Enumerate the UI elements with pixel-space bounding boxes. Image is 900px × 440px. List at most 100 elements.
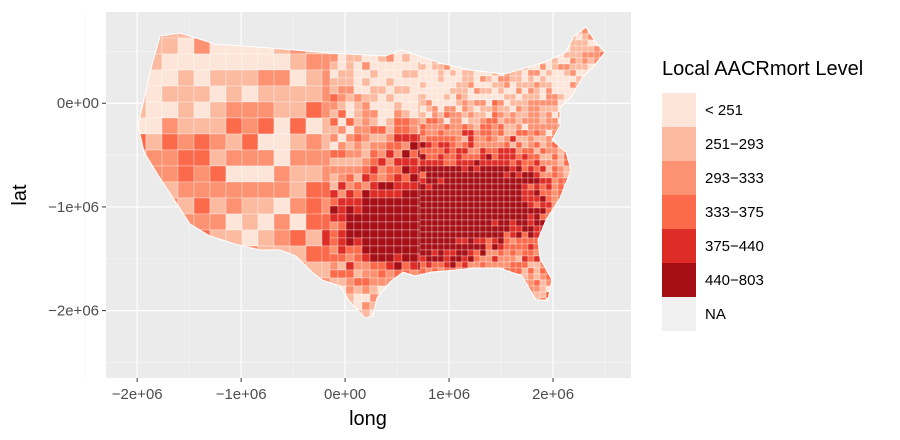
county-cell	[437, 129, 445, 137]
county-cell	[145, 117, 163, 135]
county-cell	[257, 133, 275, 151]
county-cell	[393, 117, 403, 127]
county-cell	[485, 165, 493, 173]
county-cell	[533, 129, 541, 137]
county-cell	[337, 77, 347, 87]
county-cell	[449, 111, 457, 119]
county-cell	[329, 93, 339, 103]
county-cell	[353, 125, 363, 135]
county-cell	[479, 207, 487, 215]
county-cell	[527, 279, 535, 287]
county-cell	[329, 213, 339, 223]
county-cell	[521, 249, 529, 257]
county-cell	[369, 125, 379, 135]
county-cell	[455, 93, 463, 101]
county-cell	[361, 117, 371, 127]
county-cell	[385, 253, 395, 263]
county-cell	[225, 69, 243, 87]
county-cell	[467, 81, 475, 89]
county-cell	[377, 69, 387, 79]
county-cell	[461, 105, 469, 113]
county-cell	[545, 81, 553, 89]
county-cell	[521, 213, 529, 221]
county-cell	[455, 141, 463, 149]
county-cell	[345, 109, 355, 119]
county-cell	[193, 149, 211, 167]
county-cell	[461, 255, 469, 263]
county-cell	[437, 135, 445, 143]
county-cell	[491, 135, 499, 143]
county-cell	[443, 207, 451, 215]
county-cell	[503, 219, 511, 227]
county-cell	[533, 159, 541, 167]
county-cell	[503, 255, 511, 263]
county-cell	[431, 183, 439, 191]
county-cell	[431, 117, 439, 125]
county-cell	[449, 69, 457, 77]
county-cell	[479, 135, 487, 143]
county-cell	[473, 183, 481, 191]
county-cell	[425, 93, 433, 101]
county-cell	[533, 225, 541, 233]
county-cell	[455, 171, 463, 179]
county-cell	[479, 159, 487, 167]
county-cell	[479, 87, 487, 95]
county-cell	[521, 153, 529, 161]
county-cell	[533, 99, 541, 107]
county-cell	[401, 61, 411, 71]
county-cell	[353, 285, 363, 295]
county-cell	[515, 75, 523, 83]
county-cell	[337, 173, 347, 183]
county-cell	[497, 111, 505, 119]
legend-swatch	[662, 263, 696, 297]
county-cell	[527, 177, 535, 185]
county-cell	[437, 207, 445, 215]
county-cell	[419, 153, 427, 161]
county-cell	[551, 81, 559, 89]
county-cell	[545, 75, 553, 83]
county-cell	[385, 77, 395, 87]
county-cell	[393, 197, 403, 207]
county-cell	[521, 267, 529, 275]
county-cell	[145, 101, 163, 119]
county-cell	[401, 245, 411, 255]
county-cell	[515, 195, 523, 203]
county-cell	[419, 249, 427, 257]
county-cell	[515, 201, 523, 209]
county-cell	[449, 159, 457, 167]
county-cell	[455, 195, 463, 203]
county-cell	[369, 85, 379, 95]
county-cell	[369, 229, 379, 239]
county-cell	[533, 81, 541, 89]
county-cell	[443, 225, 451, 233]
county-cell	[409, 189, 419, 199]
county-cell	[485, 159, 493, 167]
county-cell	[329, 197, 339, 207]
county-cell	[337, 165, 347, 175]
county-cell	[161, 85, 179, 103]
county-cell	[533, 261, 541, 269]
county-cell	[551, 63, 559, 71]
county-cell	[257, 213, 275, 231]
county-cell	[431, 99, 439, 107]
county-cell	[551, 153, 559, 161]
county-cell	[473, 141, 481, 149]
county-cell	[431, 261, 439, 269]
county-cell	[473, 231, 481, 239]
county-cell	[491, 117, 499, 125]
county-cell	[533, 171, 541, 179]
county-cell	[329, 237, 339, 247]
legend-item: 251−293	[662, 127, 892, 161]
county-cell	[461, 75, 469, 83]
county-cell	[497, 147, 505, 155]
county-cell	[485, 123, 493, 131]
county-cell	[209, 133, 227, 151]
county-cell	[497, 225, 505, 233]
county-cell	[377, 213, 387, 223]
county-cell	[503, 93, 511, 101]
county-cell	[503, 165, 511, 173]
county-cell	[419, 111, 427, 119]
county-cell	[337, 85, 347, 95]
county-cell	[491, 165, 499, 173]
county-cell	[177, 69, 195, 87]
